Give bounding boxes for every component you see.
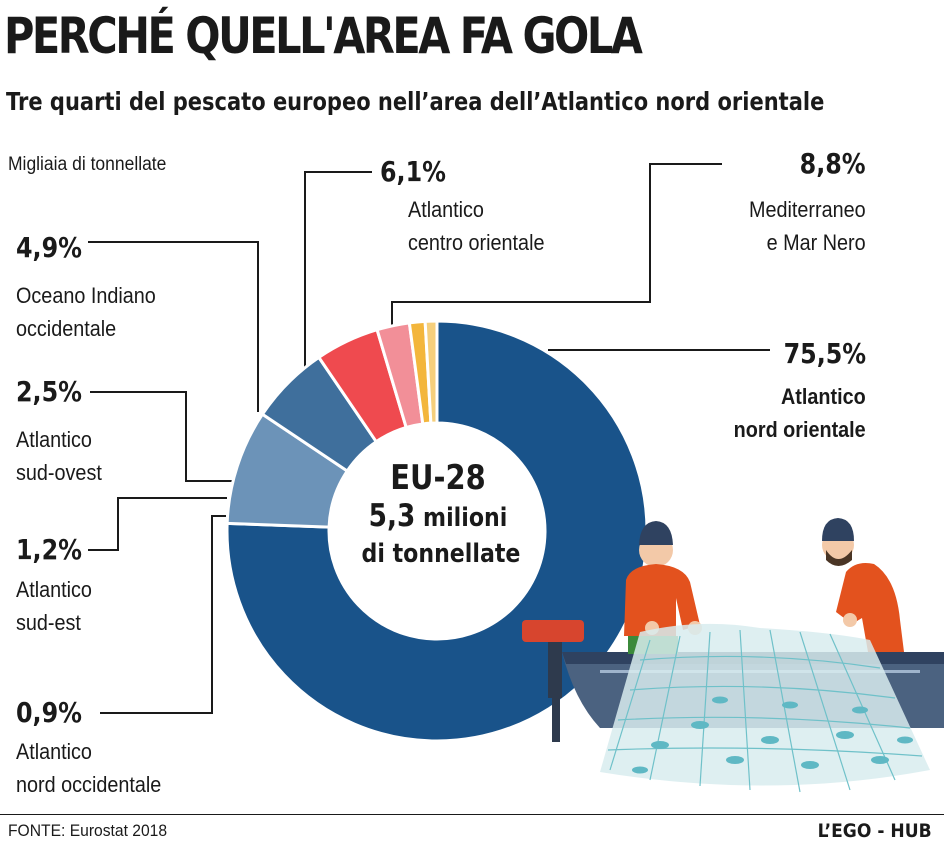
page-title: PERCHÉ QUELL'AREA FA GOLA [4,7,643,65]
leader-line-atlantico-sud-est [88,497,227,551]
leader-line-mediterraneo [391,163,722,330]
label-oceano-indiano: Oceano Indiano occidentale [16,283,156,341]
leader-line-atlantico-sud-ovest [90,391,232,482]
page-subtitle: Tre quarti del pescato europeo nell’area… [6,87,825,116]
pct-atlantico-centro-orientale: 6,1% [380,155,447,188]
pct-atlantico-sud-est: 1,2% [16,533,83,566]
pct-oceano-indiano: 4,9% [16,231,83,264]
center-total-value: 5,3 [368,498,416,534]
fishermen-illustration [522,518,944,793]
label-atlantico-nord-occidentale: Atlantico nord occidentale [16,739,162,797]
center-total: 5,3 milioni [362,498,515,536]
center-eu-label: EU-28 [390,458,486,498]
label-atlantico-sud-est: Atlantico sud-est [16,577,92,635]
footer-divider [0,814,944,815]
leader-line-atlantico-centro-orientale [304,171,372,368]
label-mediterraneo: Mediterraneo e Mar Nero [749,197,866,255]
pct-mediterraneo: 8,8% [799,147,866,180]
pct-atlantico-sud-ovest: 2,5% [16,375,83,408]
donut-center-label: EU-28 5,3 milioni di tonnellate [348,458,528,572]
unit-note: Migliaia di tonnellate [8,154,167,175]
label-atlantico-nord-orientale: Atlantico nord orientale [733,384,866,442]
source-note: FONTE: Eurostat 2018 [8,821,168,840]
donut-slice-atlantico-nord-occidentale [423,319,439,425]
center-total-suffix: di tonnellate [361,539,521,569]
label-atlantico-centro-orientale: Atlantico centro orientale [408,197,545,255]
label-atlantico-sud-ovest: Atlantico sud-ovest [16,427,102,485]
brand-logo: L’EGO - HUB [818,820,932,842]
center-total-unit: milioni [423,503,508,533]
pct-atlantico-nord-occidentale: 0,9% [16,696,83,729]
leader-line-atlantico-nord-occidentale [100,515,226,714]
leader-line-oceano-indiano [88,241,259,412]
pct-atlantico-nord-orientale: 75,5% [783,337,866,370]
